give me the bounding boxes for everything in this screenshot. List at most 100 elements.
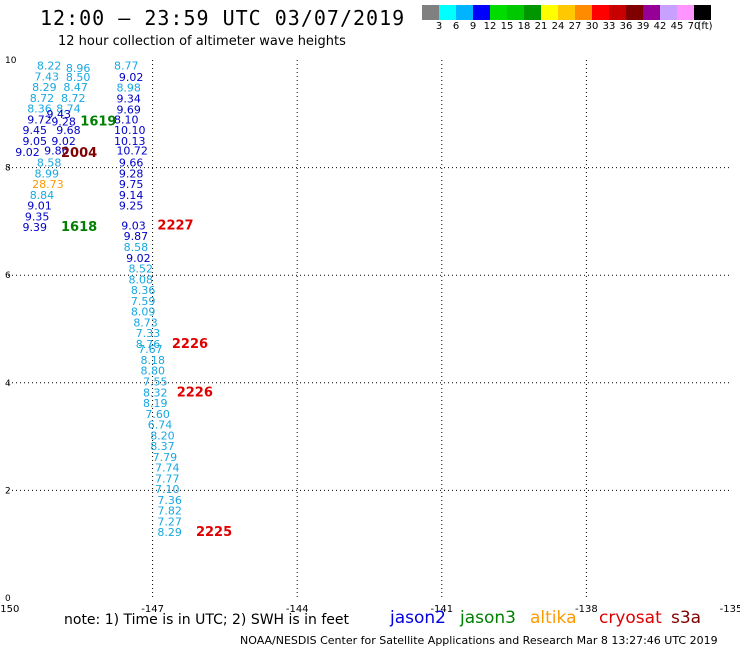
axis-ticks: -150 -147 -144 -141 -138 -135 0 2 4 6 8 10: [0, 56, 740, 615]
colorbar-label: 70: [687, 21, 701, 32]
observation-labels: 8.22 8.96 8.77 7.43 8.50 9.02 8.29 8.47 8.98 8.72…: [15, 60, 232, 540]
page-title: 12:00 – 23:59 UTC 03/07/2019: [40, 6, 406, 30]
colorbar-cell: [541, 5, 558, 20]
colorbar-cell: [507, 5, 524, 20]
wave-height-value: 9.02: [51, 135, 76, 148]
colorbar-label: 9: [469, 21, 477, 32]
wave-height-value: 8.08: [129, 273, 154, 286]
wave-height-value: 8.72: [61, 92, 86, 105]
wave-height-value: 8.22: [37, 60, 62, 73]
wave-height-value: 8.20: [150, 429, 175, 442]
wave-height-value: 8.99: [35, 167, 60, 180]
legend-jason2: jason2: [390, 608, 446, 628]
wave-height-value: 9.45: [22, 124, 47, 137]
wave-height-value: 8.18: [141, 354, 166, 367]
wave-height-value: 9.86: [44, 145, 69, 158]
wave-height-value: 8.80: [141, 365, 166, 378]
wave-height-value: 9.34: [116, 93, 141, 106]
wave-height-value: 8.29: [157, 526, 182, 539]
wave-height-value: 7.36: [157, 494, 182, 507]
wave-height-value: 9.75: [119, 178, 144, 191]
colorbar-label: 33: [602, 21, 616, 32]
lon-tick-label: -144: [286, 604, 309, 615]
wave-height-value: 9.69: [116, 103, 141, 116]
lat-tick-label: 4: [5, 379, 11, 389]
wave-height-value: 7.82: [157, 505, 182, 518]
pass-time-label: 1618: [61, 220, 97, 235]
colorbar-label: 3: [435, 21, 443, 32]
wave-height-value: 7.33: [136, 327, 161, 340]
lon-tick-label: -138: [575, 604, 598, 615]
wave-height-value: 8.84: [30, 189, 55, 202]
wave-height-value: 9.35: [25, 210, 50, 223]
wave-height-value: 9.43: [47, 108, 71, 121]
lon-tick-label: -141: [430, 604, 453, 615]
colorbar-cell: [558, 5, 575, 20]
wave-height-value: 9.02: [15, 146, 40, 159]
colorbar: [422, 5, 711, 20]
colorbar-label: 39: [636, 21, 650, 32]
footnote: note: 1) Time is in UTC; 2) SWH is in fe…: [64, 612, 350, 628]
lat-tick-label: 0: [5, 594, 11, 604]
legend-jason3: jason3: [460, 608, 516, 628]
wave-height-value: 8.52: [129, 263, 154, 276]
wave-height-value: 8.29: [32, 81, 57, 94]
wave-height-value: 10.72: [116, 145, 148, 158]
colorbar-cell: [422, 5, 439, 20]
wave-height-value: 9.02: [126, 252, 151, 265]
wave-height-value: 8.98: [116, 82, 141, 95]
colorbar-label: 45: [670, 21, 684, 32]
wave-height-value: 9.68: [56, 124, 80, 137]
colorbar-cell: [439, 5, 456, 20]
wave-height-value: 8.96: [66, 62, 91, 75]
colorbar-label: 30: [585, 21, 599, 32]
colorbar-cell: [592, 5, 609, 20]
wave-height-value: 9.02: [119, 71, 144, 84]
wave-height-value: 7.77: [155, 472, 180, 485]
wave-height-value: 7.74: [155, 462, 180, 475]
colorbar-cell: [473, 5, 490, 20]
lat-tick-label: 10: [5, 56, 17, 66]
wave-height-value: 8.37: [150, 440, 175, 453]
wave-height-value: 8.72: [30, 92, 55, 105]
lat-tick-label: 8: [5, 164, 11, 174]
colorbar-label: 27: [568, 21, 582, 32]
colorbar-label: 24: [551, 21, 565, 32]
wave-height-value: 8.36: [27, 103, 51, 116]
wave-height-value: 8.77: [114, 60, 139, 73]
lon-tick-label: -150: [0, 604, 19, 615]
wave-height-value: 8.50: [66, 71, 91, 84]
pass-time-label: 2004: [61, 146, 97, 161]
pass-time-label: 2226: [177, 385, 213, 400]
lon-tick-label: -135: [720, 604, 740, 615]
colorbar-cell: [456, 5, 473, 20]
lat-tick-label: 2: [5, 486, 11, 496]
wave-height-value: 8.32: [143, 386, 168, 399]
wave-height-value: 9.28: [119, 167, 144, 180]
wave-height-value: 8.58: [124, 241, 148, 254]
wave-height-value: 8.36: [131, 284, 156, 297]
legend-altika: altika: [530, 608, 577, 628]
colorbar-cell: [660, 5, 677, 20]
wave-height-value: 8.58: [37, 157, 62, 170]
wave-height-value: 9.01: [27, 200, 51, 213]
wave-height-value: 9.72: [27, 113, 51, 126]
wave-height-value: 7.59: [131, 295, 156, 308]
colorbar-label: 15: [500, 21, 514, 32]
pass-time-label: 1619: [80, 115, 116, 130]
wave-height-value: 9.28: [51, 116, 76, 129]
wave-height-value: 9.25: [119, 200, 144, 213]
wave-height-value: 7.60: [145, 408, 170, 421]
wave-height-value: 8.10: [114, 113, 139, 126]
wave-height-value: 7.67: [138, 343, 163, 356]
wave-height-value: 9.03: [121, 219, 145, 232]
wave-height-value: 8.47: [63, 81, 88, 94]
colorbar-label: 36: [619, 21, 633, 32]
wave-height-value: 8.73: [133, 316, 158, 329]
legend-cryosat: cryosat: [599, 608, 662, 628]
page-subtitle: 12 hour collection of altimeter wave hei…: [58, 34, 346, 49]
wave-height-value: 7.55: [143, 375, 168, 388]
pass-time-label: 2225: [196, 525, 232, 540]
wave-height-value: 28.73: [32, 178, 64, 191]
credit-line: NOAA/NESDIS Center for Satellite Applica…: [240, 634, 718, 647]
